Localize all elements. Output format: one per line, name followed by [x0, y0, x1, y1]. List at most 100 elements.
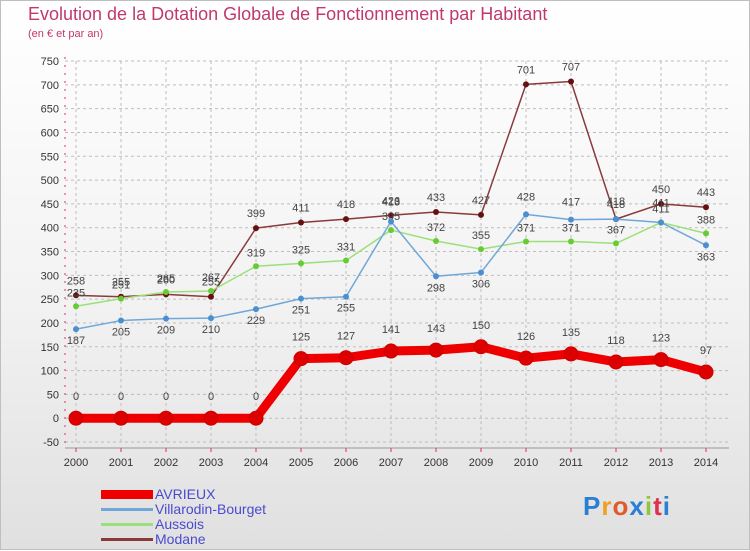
data-label-villarodin-bourget: 205: [112, 327, 130, 339]
legend-label: Modane: [155, 531, 206, 547]
data-label-avrieux: 143: [427, 323, 445, 335]
data-point-villarodin-bourget: [568, 216, 574, 223]
x-tick-label: 2000: [64, 457, 88, 469]
data-point-avrieux: [653, 352, 669, 368]
data-point-avrieux: [473, 339, 489, 355]
data-label-avrieux: 118: [607, 335, 625, 347]
x-tick-label: 2014: [694, 457, 718, 469]
y-tick-label: 150: [41, 342, 59, 354]
data-point-villarodin-bourget: [163, 315, 169, 322]
data-label-avrieux: 123: [652, 333, 670, 345]
data-point-modane: [388, 212, 394, 219]
x-tick-label: 2002: [154, 457, 178, 469]
data-label-modane: 707: [562, 61, 580, 73]
data-label-aussois: 371: [517, 222, 535, 234]
x-tick-label: 2011: [559, 457, 583, 469]
x-tick-label: 2008: [424, 457, 448, 469]
x-tick-label: 2013: [649, 457, 673, 469]
data-label-avrieux: 127: [337, 331, 355, 343]
legend-label: AVRIEUX: [155, 486, 216, 502]
data-label-aussois: 267: [202, 272, 220, 284]
data-label-aussois: 265: [157, 273, 175, 285]
data-label-modane: 255: [112, 277, 130, 289]
y-tick-label: -50: [43, 437, 59, 449]
legend-swatch: [101, 490, 153, 499]
chart-subtitle: (en € et par an): [28, 28, 104, 40]
data-point-avrieux: [203, 410, 219, 426]
data-label-aussois: 319: [247, 247, 265, 259]
data-label-aussois: 411: [652, 203, 670, 215]
y-tick-label: 400: [41, 223, 59, 235]
data-point-avrieux: [248, 410, 264, 426]
data-point-modane: [253, 225, 259, 232]
data-point-villarodin-bourget: [343, 293, 349, 300]
data-label-avrieux: 97: [700, 345, 712, 357]
data-point-modane: [433, 208, 439, 215]
chart-title: Evolution de la Dotation Globale de Fonc…: [28, 4, 548, 24]
data-label-avrieux: 0: [118, 391, 124, 403]
data-label-aussois: 372: [427, 222, 445, 234]
data-label-modane: 443: [697, 187, 715, 199]
data-label-avrieux: 125: [292, 332, 310, 344]
data-point-avrieux: [608, 354, 624, 370]
data-label-villarodin-bourget: 251: [292, 305, 310, 317]
data-point-villarodin-bourget: [658, 219, 664, 226]
data-label-modane: 418: [337, 199, 355, 211]
data-label-avrieux: 0: [253, 391, 259, 403]
x-tick-label: 2005: [289, 457, 313, 469]
data-point-aussois: [343, 257, 349, 264]
data-point-avrieux: [338, 350, 354, 366]
data-point-aussois: [208, 288, 214, 295]
data-label-villarodin-bourget: 209: [157, 325, 175, 337]
data-label-aussois: 367: [607, 224, 625, 236]
y-tick-label: 0: [53, 413, 59, 425]
logo-letter: r: [601, 491, 613, 521]
x-tick-label: 2007: [379, 457, 403, 469]
data-label-avrieux: 0: [73, 391, 79, 403]
data-point-aussois: [163, 288, 169, 295]
data-point-modane: [73, 292, 79, 299]
y-tick-label: 750: [41, 56, 59, 68]
data-label-modane: 258: [67, 275, 85, 287]
data-point-villarodin-bourget: [118, 317, 124, 324]
y-tick-label: 600: [41, 127, 59, 139]
data-point-aussois: [298, 260, 304, 267]
data-label-modane: 411: [292, 202, 310, 214]
data-point-aussois: [433, 238, 439, 245]
data-point-aussois: [703, 230, 709, 237]
y-tick-label: 50: [47, 389, 59, 401]
logo-letter: t: [653, 491, 663, 521]
data-label-aussois: 235: [67, 287, 85, 299]
data-label-modane: 450: [652, 184, 670, 196]
data-point-avrieux: [113, 410, 129, 426]
y-tick-label: 300: [41, 270, 59, 282]
data-label-villarodin-bourget: 298: [427, 282, 445, 294]
data-label-aussois: 331: [337, 242, 355, 254]
data-point-aussois: [73, 303, 79, 310]
data-point-modane: [523, 81, 529, 88]
data-label-avrieux: 135: [562, 327, 580, 339]
legend-swatch: [101, 538, 153, 541]
data-label-modane: 399: [247, 208, 265, 220]
legend-swatch: [101, 523, 153, 526]
data-point-aussois: [523, 238, 529, 245]
legend-label: Villarodin-Bourget: [155, 501, 267, 517]
data-label-aussois: 388: [697, 214, 715, 226]
data-point-villarodin-bourget: [613, 216, 619, 223]
data-label-aussois: 251: [112, 280, 130, 292]
data-label-villarodin-bourget: 363: [697, 251, 715, 263]
data-label-avrieux: 126: [517, 331, 535, 343]
data-label-villarodin-bourget: 306: [472, 278, 490, 290]
data-label-avrieux: 150: [472, 320, 490, 332]
proxiti-logo: Proxiti: [583, 491, 671, 522]
data-label-villarodin-bourget: 187: [67, 335, 85, 347]
data-label-villarodin-bourget: 428: [517, 191, 535, 203]
data-label-modane: 260: [157, 274, 175, 286]
data-point-modane: [703, 204, 709, 211]
data-point-villarodin-bourget: [73, 326, 79, 333]
data-point-aussois: [613, 240, 619, 247]
data-label-avrieux: 141: [382, 324, 400, 336]
y-tick-label: 350: [41, 247, 59, 259]
logo-letter: o: [612, 491, 630, 521]
